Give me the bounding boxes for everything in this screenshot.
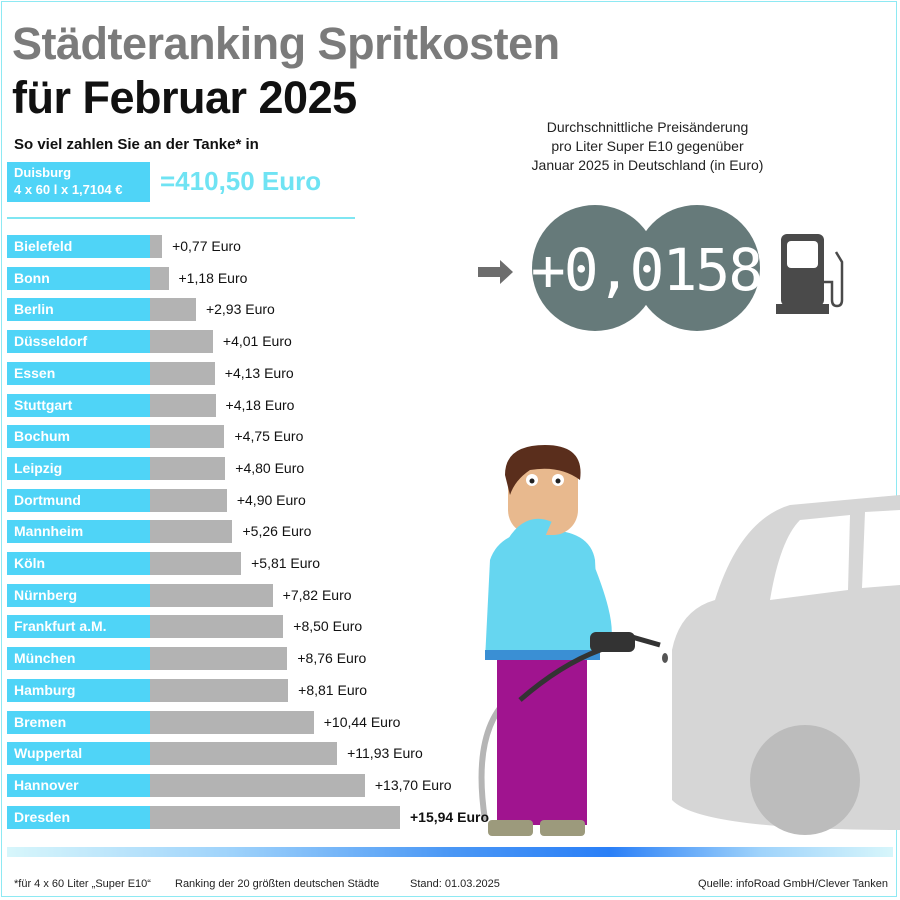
title-line-1: Städteranking Spritkosten: [12, 18, 560, 69]
city-label: Mannheim: [7, 520, 150, 544]
bar: [150, 615, 284, 639]
value-label: +13,70 Euro: [374, 776, 452, 793]
value-label: +4,18 Euro: [225, 396, 295, 413]
city-label: Hamburg: [7, 678, 150, 702]
reference-formula: 4 x 60 l x 1,7104 €: [14, 182, 123, 197]
city-label: Berlin: [7, 298, 150, 322]
value-label: +8,81 Euro: [298, 681, 368, 698]
bar: [150, 298, 196, 322]
digital-display: +0,0158: [531, 205, 763, 331]
city-label: Leipzig: [7, 456, 150, 480]
city-label: Hannover: [7, 773, 150, 797]
arrow-right-icon: [478, 260, 513, 284]
reference-box: Duisburg 4 x 60 l x 1,7104 €: [7, 162, 150, 202]
bar: [150, 425, 225, 449]
bar: [150, 773, 365, 797]
title-line-2: für Februar 2025: [12, 72, 357, 123]
bar: [150, 488, 227, 512]
value-label: +10,44 Euro: [323, 713, 401, 730]
city-label: Bonn: [7, 266, 150, 290]
city-label: Bremen: [7, 710, 150, 734]
city-label: Stuttgart: [7, 393, 150, 417]
footer-ranking: Ranking der 20 größten deutschen Städte: [175, 878, 380, 890]
city-label: Wuppertal: [7, 742, 150, 766]
bar: [150, 330, 213, 354]
bar: [150, 583, 273, 607]
value-label: +4,01 Euro: [222, 333, 292, 350]
bar: [150, 647, 288, 671]
car: [672, 495, 900, 835]
city-label: Dortmund: [7, 488, 150, 512]
value-label: +0,77 Euro: [172, 238, 241, 254]
bar: [150, 266, 169, 290]
fuel-pump-icon: [776, 234, 844, 314]
reference-city: Duisburg: [14, 165, 72, 180]
bar: [150, 361, 215, 385]
value-label: +8,50 Euro: [293, 618, 363, 635]
city-label: Dresden: [7, 805, 150, 829]
city-label: Düsseldorf: [7, 330, 150, 354]
subtitle: So viel zahlen Sie an der Tanke* in: [14, 136, 259, 153]
city-label: Bielefeld: [7, 235, 150, 258]
price-change-description: Durchschnittliche Preisänderung pro Lite…: [520, 118, 775, 175]
footer-source: Quelle: infoRoad GmbH/Clever Tanken: [698, 878, 888, 890]
value-label: +1,18 Euro: [178, 269, 248, 286]
price-change-value: +0,0158: [531, 236, 761, 304]
reference-total: =410,50 Euro: [160, 166, 322, 196]
footer-note: *für 4 x 60 Liter „Super E10“: [14, 878, 151, 890]
bar: [150, 235, 163, 258]
bar: [150, 678, 289, 702]
bar: [150, 456, 226, 480]
desc-line: Januar 2025 in Deutschland (in Euro): [531, 157, 764, 173]
city-label: Frankfurt a.M.: [7, 615, 150, 639]
divider: [7, 217, 355, 219]
value-label: +2,93 Euro: [205, 301, 275, 318]
footer-date: Stand: 01.03.2025: [410, 878, 500, 890]
city-label: München: [7, 647, 150, 671]
bar: [150, 710, 314, 734]
desc-line: pro Liter Super E10 gegenüber: [551, 138, 744, 154]
value-label: +15,94 Euro: [410, 808, 489, 825]
person: [478, 445, 668, 836]
color-strip: [7, 847, 893, 857]
value-label: +11,93 Euro: [347, 745, 423, 762]
value-label: +5,26 Euro: [242, 523, 312, 540]
value-label: +8,76 Euro: [297, 650, 367, 667]
city-label: Bochum: [7, 425, 150, 449]
value-label: +4,75 Euro: [234, 428, 304, 445]
bar: [150, 805, 400, 829]
value-label: +7,82 Euro: [282, 586, 352, 603]
value-label: +5,81 Euro: [251, 555, 320, 571]
bar: [150, 742, 338, 766]
city-label: Köln: [7, 552, 150, 575]
value-label: +4,90 Euro: [236, 491, 306, 508]
value-label: +4,13 Euro: [224, 364, 294, 381]
desc-line: Durchschnittliche Preisänderung: [546, 119, 749, 135]
city-label: Essen: [7, 361, 150, 385]
bar: [150, 552, 242, 575]
bar: [150, 393, 216, 417]
value-label: +4,80 Euro: [235, 459, 305, 476]
city-label: Nürnberg: [7, 583, 150, 607]
bar: [150, 520, 233, 544]
